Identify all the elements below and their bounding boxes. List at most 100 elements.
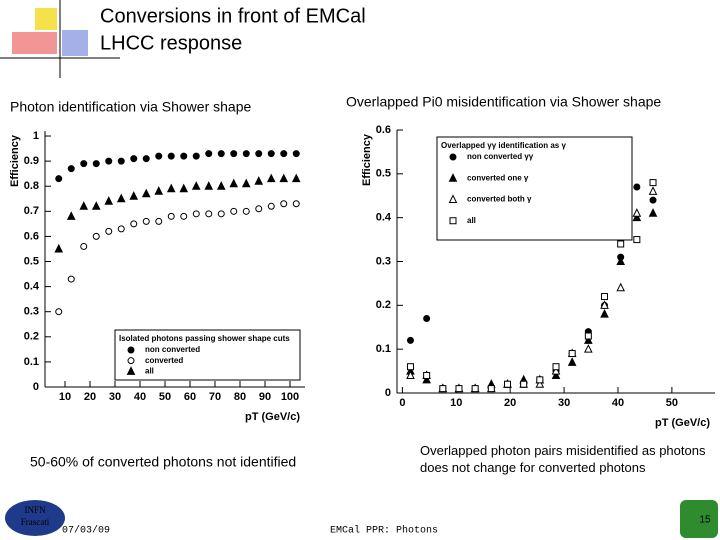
marker	[116, 193, 126, 203]
marker	[551, 365, 561, 375]
legend-title: Isolated photons passing shower shape cu…	[119, 334, 290, 343]
marker	[180, 212, 188, 220]
marker	[192, 210, 200, 218]
x-axis-label: pT (GeV/c)	[245, 411, 300, 423]
marker	[487, 385, 495, 393]
x-tick-label: 20	[504, 397, 516, 409]
marker	[600, 308, 609, 318]
y-tick-label: 0.3	[376, 255, 391, 267]
marker	[130, 155, 138, 163]
marker	[241, 178, 251, 188]
marker	[54, 243, 64, 253]
marker	[104, 196, 114, 205]
marker	[230, 207, 238, 215]
legend-marker	[448, 173, 458, 182]
marker	[535, 379, 545, 388]
x-tick-label: 90	[259, 391, 271, 403]
marker	[406, 363, 414, 371]
marker	[255, 150, 263, 158]
y-tick-label: 0.2	[376, 299, 391, 311]
logo-text: Frascati	[21, 517, 50, 527]
y-tick-label: 0.1	[376, 343, 391, 355]
marker	[633, 236, 641, 244]
y-tick-label: 0.9	[24, 155, 39, 167]
y-tick-label: 0.5	[376, 168, 391, 180]
marker	[471, 385, 479, 393]
marker	[205, 210, 213, 218]
footer: EMCal PPR: Photons	[330, 525, 438, 537]
marker	[267, 150, 275, 158]
marker	[267, 202, 275, 210]
marker	[633, 183, 641, 191]
marker	[155, 217, 163, 225]
marker	[617, 240, 625, 248]
marker	[155, 152, 163, 160]
x-tick-label: 40	[612, 397, 624, 409]
marker	[105, 157, 113, 165]
y-tick-label: 0.6	[376, 124, 391, 136]
note: 50-60% of converted photons not identifi…	[30, 454, 296, 470]
note: Overlapped photon pairs misidentified as…	[420, 443, 706, 475]
marker	[632, 212, 642, 222]
marker	[422, 374, 431, 384]
marker	[217, 150, 225, 158]
date: 07/03/09	[62, 525, 110, 537]
marker	[584, 335, 593, 344]
y-axis-label: Efficiency	[361, 133, 373, 186]
marker	[129, 191, 139, 200]
legend-label: converted	[145, 356, 183, 365]
slide-subtitle: LHCC response	[100, 32, 242, 54]
marker	[141, 188, 151, 198]
legend-marker	[449, 153, 457, 161]
marker	[204, 181, 214, 190]
marker	[279, 173, 289, 183]
chart-title: Overlapped Pi0 misidentification via Sho…	[346, 94, 661, 110]
marker	[216, 181, 226, 190]
marker	[55, 308, 63, 316]
y-tick-label: 0.3	[24, 306, 39, 318]
x-tick-label: 10	[59, 391, 71, 403]
legend-label: converted both γ	[467, 195, 532, 204]
x-tick-label: 50	[666, 397, 678, 409]
legend-marker	[126, 366, 136, 375]
decor	[12, 32, 57, 54]
marker	[205, 150, 213, 158]
marker	[167, 152, 175, 160]
marker	[439, 385, 447, 393]
x-tick-label: 40	[134, 391, 146, 403]
marker	[92, 232, 100, 240]
legend-label: non converted γγ	[467, 152, 534, 161]
y-tick-label: 0.1	[24, 356, 39, 368]
marker	[179, 183, 189, 193]
marker	[242, 207, 250, 215]
marker	[105, 227, 113, 235]
x-tick-label: 80	[234, 391, 246, 403]
legend-marker	[449, 217, 457, 225]
marker	[648, 186, 658, 195]
marker	[503, 380, 511, 388]
marker	[230, 150, 238, 158]
legend-label: non converted	[145, 345, 200, 354]
legend-marker	[127, 357, 135, 365]
marker	[536, 376, 544, 384]
marker	[80, 242, 88, 250]
marker	[292, 150, 300, 158]
marker	[142, 155, 150, 163]
logo	[5, 500, 65, 536]
marker	[66, 211, 76, 220]
marker	[551, 370, 561, 379]
x-axis-label: pT (GeV/c)	[655, 417, 710, 429]
marker	[192, 152, 200, 160]
legend-box	[436, 136, 633, 241]
marker	[80, 160, 88, 168]
marker	[266, 173, 276, 183]
marker	[649, 196, 657, 204]
marker	[423, 371, 431, 379]
marker	[649, 179, 657, 187]
y-tick-label: 0.8	[24, 180, 39, 192]
y-tick-label: 0.2	[24, 331, 39, 343]
logo	[680, 500, 718, 538]
marker	[242, 150, 250, 158]
x-tick-label: 30	[109, 391, 121, 403]
marker	[406, 370, 415, 379]
